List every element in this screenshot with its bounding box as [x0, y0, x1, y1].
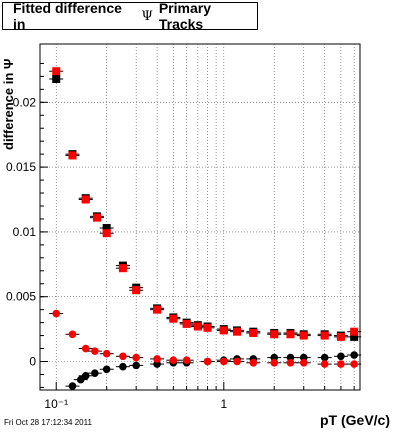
- data-point-square-red: [52, 67, 61, 76]
- data-point-circle-black: [132, 361, 140, 370]
- data-point-circle-black: [119, 362, 127, 371]
- data-point-circle-black: [102, 365, 111, 374]
- data-point-circle-red: [68, 330, 77, 339]
- data-point-square-red: [132, 286, 141, 295]
- data-point-circle-red: [102, 349, 111, 358]
- x-tick-label: 1: [220, 397, 227, 411]
- data-point-circle-red: [337, 360, 345, 368]
- y-axis-label: difference in Ψ: [1, 58, 16, 150]
- data-point-square-red: [102, 229, 111, 238]
- data-point-circle-red: [270, 358, 279, 367]
- x-axis-label: pT (GeV/c): [319, 412, 390, 428]
- data-point-square-red: [219, 326, 228, 335]
- data-point-square-black: [102, 224, 111, 233]
- data-point-square-black: [52, 74, 61, 83]
- data-point-circle-red: [249, 358, 258, 367]
- data-point-square-red: [153, 305, 162, 314]
- data-point-square-red: [182, 319, 191, 328]
- y-tick-label: 0: [29, 354, 36, 368]
- data-point-circle-black: [91, 369, 99, 377]
- data-point-circle-black: [81, 371, 90, 380]
- data-point-circle-red: [233, 357, 241, 366]
- x-tick-label: 10⁻¹: [44, 397, 68, 411]
- y-tick-label: 0.02: [13, 95, 37, 109]
- data-point-circle-red: [219, 357, 228, 366]
- data-point-square-red: [169, 314, 178, 323]
- data-point-circle-black: [320, 353, 329, 362]
- data-point-square-red: [286, 330, 295, 339]
- data-point-square-red: [81, 195, 90, 204]
- data-point-square-red: [68, 151, 77, 160]
- data-point-square-red: [270, 330, 279, 339]
- data-point-circle-red: [350, 360, 358, 368]
- data-point-circle-red: [91, 347, 99, 355]
- data-point-square-red: [299, 331, 308, 340]
- data-point-square-red: [320, 331, 329, 340]
- data-point-square-red: [92, 213, 101, 222]
- data-point-square-red: [336, 332, 345, 341]
- data-point-circle-red: [320, 360, 329, 368]
- y-tick-label: 0.005: [6, 290, 36, 304]
- title-suffix: Primary Tracks: [158, 0, 211, 32]
- data-point-square-red: [233, 327, 242, 336]
- title-psi-symbol: Ψ: [141, 8, 153, 24]
- data-point-circle-black: [337, 352, 345, 361]
- data-point-circle-red: [169, 356, 178, 364]
- y-tick-label: 0.01: [13, 225, 37, 239]
- data-point-square-red: [203, 323, 212, 332]
- data-point-square-red: [193, 322, 202, 331]
- data-point-circle-red: [203, 357, 212, 366]
- data-point-circle-red: [286, 358, 295, 367]
- data-point-circle-black: [68, 382, 77, 390]
- data-point-circle-red: [299, 358, 308, 367]
- data-point-square-red: [118, 264, 127, 273]
- data-point-square-red: [350, 327, 359, 336]
- title-text: Fitted difference in: [13, 0, 122, 32]
- title-box: Fitted difference in Ψ Primary Tracks: [2, 0, 258, 32]
- data-point-circle-red: [52, 309, 61, 318]
- data-point-square-red: [249, 328, 258, 337]
- data-point-circle-red: [182, 356, 191, 364]
- y-tick-label: 0.015: [6, 160, 36, 174]
- timestamp-footer: Fri Oct 28 17:12:34 2011: [4, 418, 92, 427]
- data-point-circle-red: [153, 355, 161, 363]
- data-point-circle-red: [81, 344, 90, 353]
- data-point-circle-black: [350, 351, 358, 359]
- data-point-circle-red: [132, 353, 140, 362]
- data-point-square-black: [350, 332, 359, 341]
- plot-frame: [39, 43, 361, 391]
- data-point-circle-red: [119, 352, 127, 361]
